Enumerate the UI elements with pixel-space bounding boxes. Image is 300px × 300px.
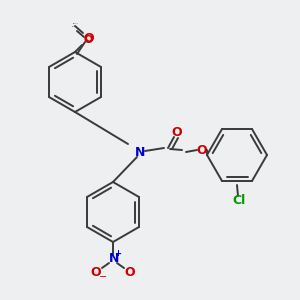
Text: O: O <box>91 266 101 278</box>
Text: Cl: Cl <box>232 194 246 208</box>
Text: +: + <box>115 250 122 259</box>
Text: O: O <box>73 23 74 24</box>
Text: O: O <box>125 266 135 278</box>
Text: O: O <box>84 32 94 44</box>
Text: methoxy: methoxy <box>72 26 78 27</box>
Text: O: O <box>197 143 207 157</box>
Text: N: N <box>109 251 119 265</box>
Text: N: N <box>135 146 145 158</box>
Text: methoxy: methoxy <box>73 23 79 24</box>
Text: O: O <box>172 125 182 139</box>
Text: O: O <box>83 35 93 45</box>
Text: −: − <box>99 272 107 282</box>
